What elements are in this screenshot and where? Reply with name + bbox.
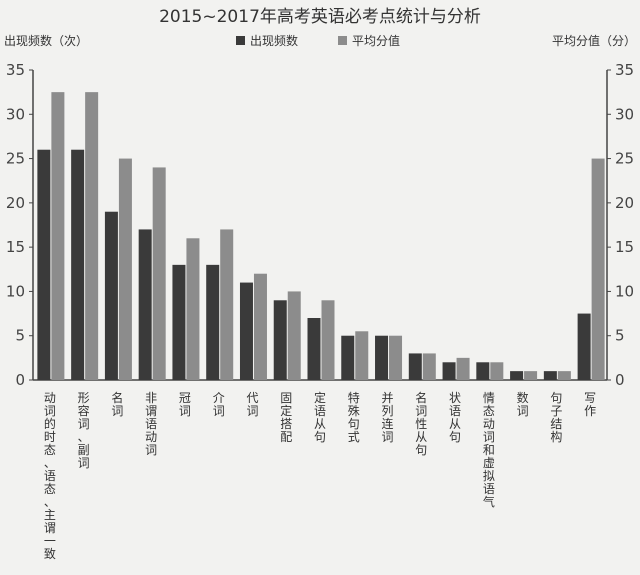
left-tick-label: 20 [6,194,25,212]
average-score-bar [490,362,504,380]
left-tick-label: 35 [6,61,25,79]
frequency-bar [577,313,591,380]
average-score-bar [85,92,99,381]
category-label: 介词 [213,391,225,418]
frequency-bar [543,371,557,380]
average-score-bar [118,158,132,380]
average-score-bar [557,371,571,380]
frequency-bar [442,362,456,380]
average-score-bar [456,357,470,380]
right-axis-title: 平均分值（分） [552,33,636,48]
average-score-bar [321,300,335,380]
category-label: 情态动词和虚拟语气 [483,391,495,509]
chart-title: 2015~2017年高考英语必考点统计与分析 [159,7,481,27]
legend: 出现频数 平均分值 [236,33,400,48]
right-tick-label: 10 [615,282,634,300]
right-tick-label: 35 [615,61,634,79]
frequency-bar [71,149,85,380]
right-tick-label: 15 [615,238,634,256]
category-label: 名词 [111,390,123,418]
average-score-bar [253,273,267,380]
average-score-bar [591,158,605,380]
legend-swatch-frequency [236,36,245,45]
frequency-bar [273,300,287,380]
category-label: 句子结构 [550,391,562,444]
category-label: 非谓语动词 [145,391,157,457]
average-score-bar [51,92,65,381]
frequency-bar [510,371,524,380]
left-tick-label: 15 [6,238,25,256]
frequency-bar [307,318,321,380]
average-score-bar [186,238,200,380]
legend-swatch-average-score [338,36,347,45]
average-score-bar [355,331,369,380]
average-score-bar [389,335,403,380]
category-label: 名词性从句 [415,390,427,457]
category-label: 写作 [584,391,596,418]
frequency-bar [239,282,253,380]
frequency-bar [104,211,118,380]
left-tick-label: 30 [6,105,25,123]
frequency-bar [172,264,186,380]
category-label: 代词 [246,391,258,418]
category-label: 定语从句 [314,390,326,444]
average-score-bar [220,229,234,380]
category-label: 特殊句式 [348,390,360,444]
average-score-bar [524,371,538,380]
category-label: 数词 [517,390,529,418]
category-label: 形容词、副词 [78,391,90,470]
average-score-bar [287,291,301,380]
legend-label-frequency: 出现频数 [250,33,298,48]
average-score-bar [152,167,166,380]
legend-label-average-score: 平均分值 [352,33,400,48]
frequency-bar [206,264,220,380]
right-tick-label: 0 [615,371,625,389]
bars [37,92,605,381]
right-tick-label: 30 [615,105,634,123]
frequency-bar [37,149,51,380]
left-axis-title: 出现频数（次） [4,33,88,48]
left-tick-label: 0 [15,371,25,389]
axes: 0 0 5 5 10 10 15 15 20 20 25 25 30 30 35 35 [6,61,634,389]
left-tick-label: 25 [6,150,25,168]
category-label: 固定搭配 [280,391,292,444]
frequency-bar [138,229,152,380]
category-label: 冠词 [179,391,191,418]
right-tick-label: 5 [615,327,625,345]
right-tick-label: 20 [615,194,634,212]
left-tick-label: 10 [6,282,25,300]
frequency-bar [375,335,389,380]
frequency-bar [476,362,490,380]
frequency-bar [341,335,355,380]
left-tick-label: 5 [15,327,25,345]
category-label: 并列连词 [382,391,394,444]
average-score-bar [422,353,436,380]
right-tick-label: 25 [615,150,634,168]
category-label: 动词的时态、语态、主谓一致 [44,391,56,561]
category-label: 状语从句 [449,391,461,444]
frequency-bar [408,353,422,380]
